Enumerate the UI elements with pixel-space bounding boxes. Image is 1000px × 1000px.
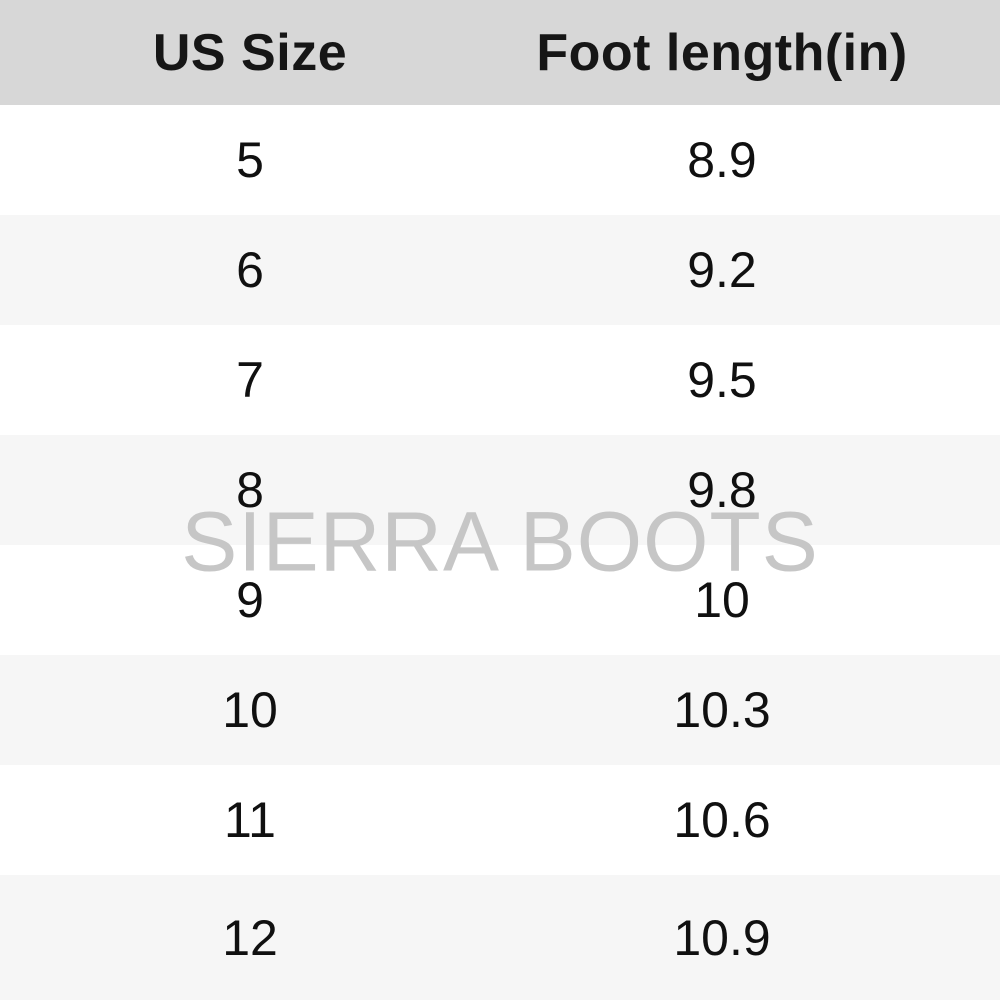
foot-length-cell: 10.3 [673,682,771,738]
column-header-foot-length: Foot length(in) [536,23,908,82]
us-size-cell: 12 [222,909,278,966]
foot-length-cell: 10.6 [673,792,771,848]
us-size-cell: 6 [236,242,264,298]
table-row: 8 9.8 [0,435,1000,545]
us-size-cell: 9 [236,572,264,628]
table-row: 6 9.2 [0,215,1000,325]
table-row: 7 9.5 [0,325,1000,435]
us-size-cell: 8 [236,462,264,518]
table-row: 11 10.6 [0,765,1000,875]
table-row: 9 10 [0,545,1000,655]
table-row: 5 8.9 [0,105,1000,215]
foot-length-cell: 9.5 [687,352,757,408]
foot-length-cell: 10.9 [673,909,771,966]
table-header-row: US Size Foot length(in) [0,0,1000,105]
foot-length-cell: 9.8 [687,462,757,518]
column-header-us-size: US Size [152,23,348,82]
table-row: 12 10.9 [0,875,1000,1000]
us-size-cell: 5 [236,132,264,188]
us-size-cell: 7 [236,352,264,408]
us-size-cell: 11 [224,792,276,848]
table-body: 5 8.9 6 9.2 7 9.5 8 9.8 9 10 10 10.3 11 10.6 12 10.9 [0,105,1000,1000]
foot-length-cell: 10 [694,572,750,628]
foot-length-cell: 8.9 [687,132,757,188]
foot-length-cell: 9.2 [687,242,757,298]
table-row: 10 10.3 [0,655,1000,765]
us-size-cell: 10 [222,682,278,738]
